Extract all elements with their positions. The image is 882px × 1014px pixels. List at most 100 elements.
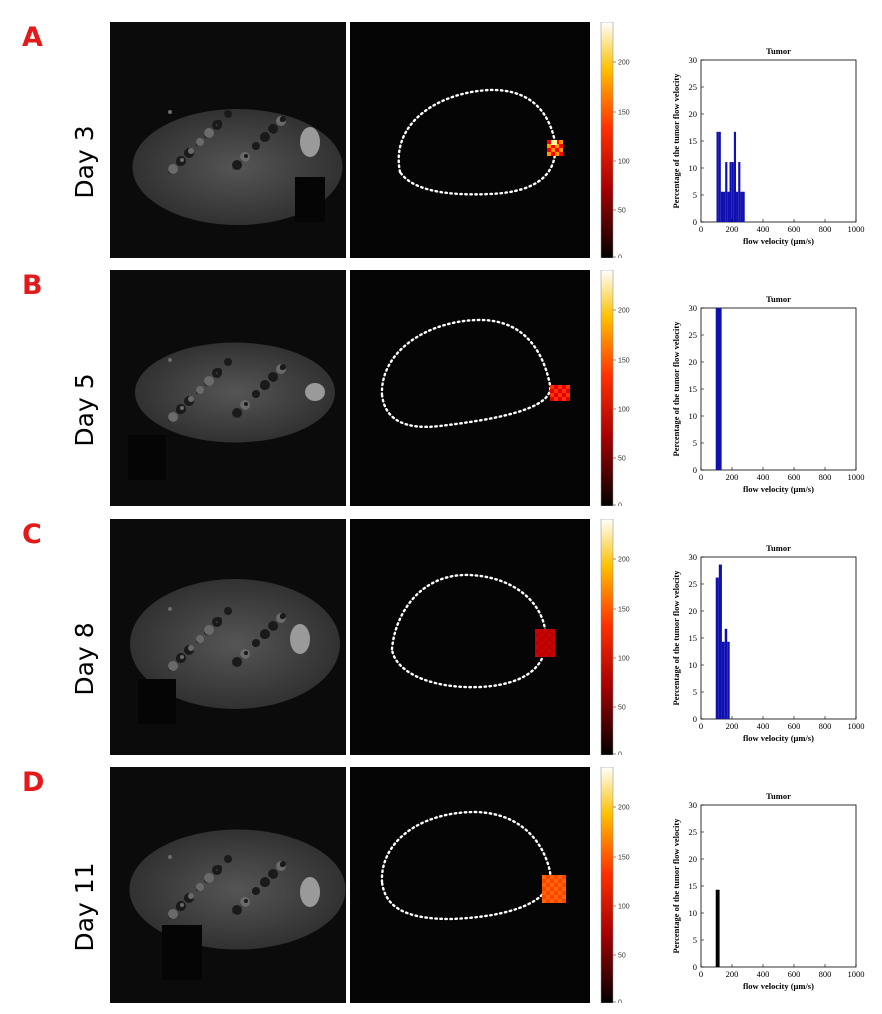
y-axis-label: Percentage of the tumor flow velocity bbox=[671, 570, 681, 706]
histogram-bar bbox=[725, 162, 728, 222]
flow-map-pixel bbox=[543, 633, 547, 637]
colorbar-tick-label: 150 bbox=[618, 110, 630, 117]
x-tick-label: 200 bbox=[726, 969, 739, 979]
y-axis-label: Percentage of the tumor flow velocity bbox=[671, 818, 681, 954]
tissue-texture bbox=[180, 903, 184, 907]
flow-map-pixel bbox=[551, 633, 555, 637]
tissue-texture bbox=[168, 661, 178, 671]
tissue-texture bbox=[252, 639, 260, 647]
tissue-texture bbox=[252, 390, 260, 398]
chart-title: Tumor bbox=[766, 294, 791, 304]
flow-map-pixel bbox=[550, 891, 554, 895]
y-tick-label: 25 bbox=[689, 579, 698, 589]
tissue-texture bbox=[280, 613, 286, 619]
flow-map-pixel bbox=[554, 397, 558, 401]
histogram-bar bbox=[729, 162, 732, 222]
flow-map-pixel bbox=[551, 645, 555, 649]
tissue-texture bbox=[168, 412, 178, 422]
flow-map-pixel bbox=[539, 645, 543, 649]
y-tick-label: 5 bbox=[693, 935, 697, 945]
y-tick-label: 5 bbox=[693, 687, 697, 697]
colorbar-tick-label: 0 bbox=[618, 752, 622, 756]
tumor-region bbox=[290, 624, 310, 654]
flow-map-pixel bbox=[562, 385, 566, 389]
tissue-texture bbox=[196, 883, 204, 891]
y-tick-label: 30 bbox=[689, 800, 698, 810]
tissue-texture bbox=[196, 635, 204, 643]
mri-anatomical-image bbox=[110, 519, 346, 755]
flow-map-pixel bbox=[535, 649, 539, 653]
flow-map-pixel bbox=[562, 883, 566, 887]
y-tick-label: 25 bbox=[689, 330, 698, 340]
colorbar-tick-label: 50 bbox=[618, 705, 626, 712]
tumor-region bbox=[300, 127, 320, 157]
tissue-texture bbox=[272, 623, 276, 627]
flow-map-pixel bbox=[542, 895, 546, 899]
histogram-bar bbox=[716, 131, 719, 222]
x-axis-label: flow velocity (μm/s) bbox=[743, 733, 814, 743]
histogram-bar bbox=[727, 191, 730, 222]
dark-reference-region bbox=[128, 435, 166, 480]
tissue-texture bbox=[280, 861, 286, 867]
flow-map-pixel bbox=[559, 148, 563, 152]
colorbar-tick-label: 150 bbox=[618, 358, 630, 365]
flow-map-pixel bbox=[547, 140, 551, 144]
body-outline bbox=[380, 318, 552, 428]
colorbar-tick-label: 0 bbox=[618, 1000, 622, 1004]
tissue-texture bbox=[188, 148, 194, 154]
tissue-texture bbox=[168, 110, 172, 114]
y-tick-label: 20 bbox=[689, 606, 698, 616]
flow-map-pixel bbox=[542, 879, 546, 883]
dark-reference-region bbox=[162, 925, 202, 980]
flow-map-pixel bbox=[566, 393, 570, 397]
colorbar-tick-label: 100 bbox=[618, 904, 630, 911]
x-tick-label: 1000 bbox=[848, 969, 865, 979]
tissue-texture bbox=[204, 873, 214, 883]
y-tick-label: 30 bbox=[689, 552, 698, 562]
y-axis-label: Percentage of the tumor flow velocity bbox=[671, 321, 681, 457]
y-tick-label: 30 bbox=[689, 55, 698, 65]
tissue-texture bbox=[260, 629, 270, 639]
flow-map-pixel bbox=[550, 899, 554, 903]
x-tick-label: 600 bbox=[788, 721, 801, 731]
flow-map-pixel bbox=[551, 148, 555, 152]
flow-map-pixel bbox=[535, 629, 539, 633]
y-tick-label: 0 bbox=[693, 217, 697, 227]
body-outline bbox=[390, 573, 548, 689]
flow-map-pixel bbox=[558, 891, 562, 895]
flow-map-pixel bbox=[558, 397, 562, 401]
tumor-region bbox=[300, 877, 320, 907]
tissue-texture bbox=[180, 158, 184, 162]
tissue-texture bbox=[224, 358, 232, 366]
chart-title: Tumor bbox=[766, 46, 791, 56]
x-axis-label: flow velocity (μm/s) bbox=[743, 981, 814, 991]
histogram-bar bbox=[715, 308, 722, 470]
flow-map-pixel bbox=[547, 649, 551, 653]
flow-map-pixel bbox=[547, 645, 551, 649]
tissue-texture bbox=[196, 138, 204, 146]
flow-map-pixel bbox=[539, 649, 543, 653]
flow-map-pixel bbox=[543, 629, 547, 633]
flow-map-pixel bbox=[562, 895, 566, 899]
flow-map-pixel bbox=[535, 653, 539, 657]
flow-velocity-map bbox=[350, 22, 590, 258]
flow-map-pixel bbox=[547, 629, 551, 633]
flow-map-pixel bbox=[547, 653, 551, 657]
day-label: Day 8 bbox=[70, 622, 99, 696]
x-tick-label: 200 bbox=[726, 721, 739, 731]
flow-map-pixel bbox=[542, 875, 546, 879]
flow-map-pixel bbox=[551, 641, 555, 645]
tissue-texture bbox=[224, 110, 232, 118]
flow-map-pixel bbox=[539, 641, 543, 645]
histogram-chart: 0 200 400 600 800 1000 0 5 10 15 20 25 30 Tumor flow v… bbox=[668, 290, 868, 512]
x-axis-label: flow velocity (μm/s) bbox=[743, 236, 814, 246]
flow-map-pixel bbox=[542, 887, 546, 891]
y-tick-label: 10 bbox=[689, 660, 698, 670]
flow-map-pixel bbox=[554, 883, 558, 887]
x-tick-label: 400 bbox=[757, 472, 770, 482]
flow-map-pixel bbox=[558, 879, 562, 883]
x-tick-label: 800 bbox=[819, 721, 832, 731]
flow-map-pixel bbox=[562, 397, 566, 401]
x-tick-label: 600 bbox=[788, 224, 801, 234]
x-tick-label: 1000 bbox=[848, 721, 865, 731]
